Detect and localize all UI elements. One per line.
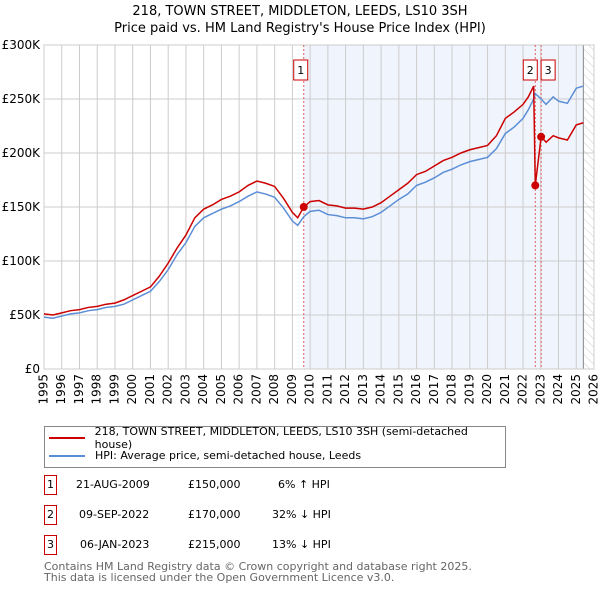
y-tick-label: £150K [2, 200, 42, 214]
sale-date: 06-JAN-2023 [80, 538, 150, 551]
hpi-line [43, 85, 584, 320]
x-tick-label: 2005 [214, 374, 228, 405]
x-tick-label: 2003 [178, 374, 192, 405]
legend-label: 218, TOWN STREET, MIDDLETON, LEEDS, LS10… [94, 424, 468, 451]
chart-title: 218, TOWN STREET, MIDDLETON, LEEDS, LS10… [132, 4, 468, 19]
legend: 218, TOWN STREET, MIDDLETON, LEEDS, LS10… [44, 425, 506, 468]
x-tick-label: 2022 [516, 374, 530, 405]
x-tick-label: 2023 [533, 374, 547, 405]
sale-marker: 2 [44, 505, 57, 525]
y-tick-label: £50K [9, 308, 41, 322]
price-chart: 1995 1996 1997 1998 1999 2000 2001 2002 2003 2004… [2, 38, 600, 405]
x-tick-label: 2026 [587, 374, 600, 405]
y-tick-label: £300K [2, 38, 42, 52]
x-tick-label: 2025 [569, 374, 583, 405]
chart-subtitle: Price paid vs. HM Land Registry's House … [114, 21, 486, 36]
sale-hpi: 32% ↓ HPI [272, 508, 331, 521]
sale-marker: 3 [44, 535, 57, 555]
plot-border [43, 44, 595, 370]
sale-label: 1 [297, 64, 304, 77]
x-tick-label: 2015 [391, 374, 405, 405]
sale-row: 2 09-SEP-2022 £170,000 32% ↓ HPI [44, 505, 544, 525]
x-tick-label: 1995 [37, 374, 51, 405]
sale-row: 3 06-JAN-2023 £215,000 13% ↓ HPI [44, 535, 544, 555]
sale-label: 2 [527, 64, 534, 77]
sale-date: 21-AUG-2009 [76, 478, 150, 491]
x-tick-label: 2009 [285, 374, 299, 405]
x-tick-label: 2006 [232, 374, 246, 405]
footer: Contains HM Land Registry data © Crown c… [44, 561, 472, 583]
sale-label-box [522, 59, 538, 81]
x-tick-label: 2020 [480, 374, 494, 405]
x-tick-label: 2024 [551, 374, 565, 405]
x-tick-label: 2019 [462, 374, 476, 405]
sale-marker: 1 [44, 475, 57, 495]
x-tick-label: 2000 [125, 374, 139, 405]
x-tick-label: 2021 [498, 374, 512, 405]
legend-label: HPI: Average price, semi-detached house,… [95, 449, 362, 462]
legend-item-hpi: HPI: Average price, semi-detached house,… [45, 447, 361, 464]
x-tick-label: 2001 [143, 374, 157, 405]
x-tick-label: 2012 [338, 374, 352, 405]
x-tick-label: 2014 [374, 374, 388, 405]
x-tick-label: 2017 [427, 374, 441, 405]
x-tick-label: 1997 [72, 374, 86, 405]
footer-line: Contains HM Land Registry data © Crown c… [44, 560, 472, 573]
x-tick-label: 2018 [445, 374, 459, 405]
sale-price: £170,000 [188, 508, 241, 521]
sale-hpi: 6% ↑ HPI [278, 478, 330, 491]
y-tick-label: £100K [2, 254, 42, 268]
x-tick-label: 2004 [196, 374, 210, 405]
sale-label-box [540, 59, 556, 81]
sale-point [299, 203, 308, 211]
y-tick-label: £250K [2, 92, 42, 106]
x-tick-label: 1996 [54, 374, 68, 405]
x-tick-label: 1999 [107, 374, 121, 405]
x-tick-label: 2010 [303, 374, 317, 405]
sale-point [537, 132, 546, 141]
x-tick-label: 2011 [320, 374, 334, 405]
property-line [43, 85, 584, 316]
sale-label-box [293, 59, 309, 81]
x-tick-label: 2016 [409, 374, 423, 405]
x-tick-label: 2007 [249, 374, 263, 405]
legend-item-property: 218, TOWN STREET, MIDDLETON, LEEDS, LS10… [45, 425, 505, 451]
sale-date: 09-SEP-2022 [79, 508, 150, 521]
x-tick-label: 2002 [161, 374, 175, 405]
sale-point [531, 181, 540, 190]
x-tick-label: 2008 [267, 374, 281, 405]
y-tick-label: £0 [25, 362, 40, 376]
sale-label: 3 [545, 64, 552, 77]
sale-row: 1 21-AUG-2009 £150,000 6% ↑ HPI [44, 475, 544, 495]
sale-price: £215,000 [188, 538, 241, 551]
x-tick-label: 2013 [356, 374, 370, 405]
sale-hpi: 13% ↓ HPI [272, 538, 331, 551]
sale-price: £150,000 [188, 478, 241, 491]
footer-line: This data is licensed under the Open Gov… [44, 571, 395, 584]
x-tick-label: 1998 [90, 374, 104, 405]
y-tick-label: £200K [2, 146, 42, 160]
